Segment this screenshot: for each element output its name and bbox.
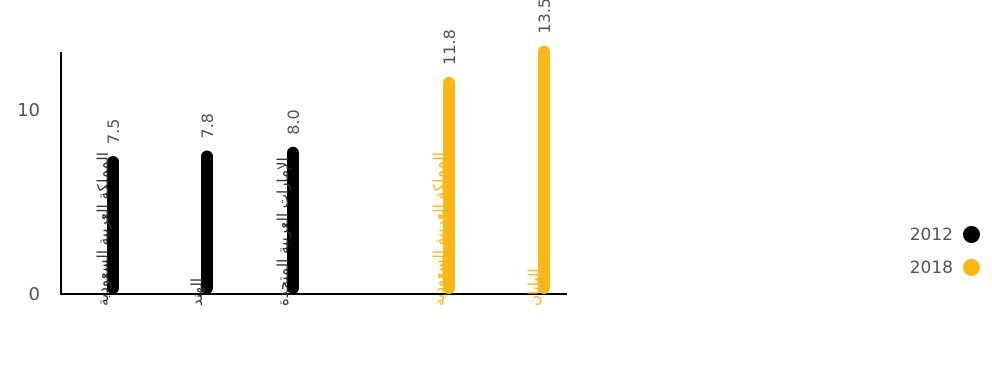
category-label-1: المملكة العربية السعودية bbox=[94, 152, 112, 306]
legend-item-2012: 2012 bbox=[905, 218, 980, 251]
value-label-4: 11.8 bbox=[440, 29, 459, 65]
bar-3 bbox=[287, 146, 299, 294]
bar-2 bbox=[201, 150, 213, 294]
value-label-5: 13.5 bbox=[535, 0, 554, 34]
legend-swatch-2018 bbox=[963, 259, 980, 276]
legend: 2012 2018 bbox=[905, 218, 980, 284]
category-label-4: المملكة العربية السعودية bbox=[430, 152, 448, 306]
value-label-2: 7.8 bbox=[198, 113, 217, 138]
legend-swatch-2012 bbox=[963, 226, 980, 243]
bar-1 bbox=[107, 156, 119, 294]
legend-label-2012: 2012 bbox=[909, 224, 953, 245]
value-label-3: 8.0 bbox=[284, 109, 303, 134]
legend-label-2018: 2018 bbox=[909, 257, 953, 278]
y-tick-label: 0 bbox=[29, 284, 40, 305]
category-label-2: الهند bbox=[188, 278, 206, 306]
bar-4 bbox=[443, 76, 455, 294]
value-label-1: 7.5 bbox=[104, 119, 123, 144]
y-tick-label: 10 bbox=[17, 100, 40, 121]
category-label-3: الإمارات العربية المتحدة bbox=[274, 157, 292, 306]
bar-5 bbox=[538, 45, 550, 294]
legend-item-2018: 2018 bbox=[905, 251, 980, 284]
category-label-5: اليابان bbox=[525, 268, 543, 306]
